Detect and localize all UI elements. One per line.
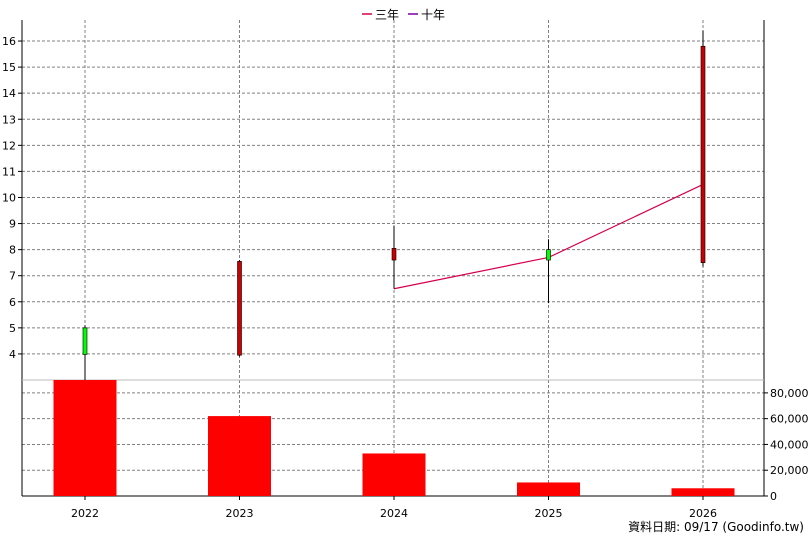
candle-body [391,248,397,261]
volume-panel [53,380,735,496]
grid [22,20,764,496]
x-tick-label: 2024 [380,507,408,520]
price-tick-label: 5 [9,322,16,335]
price-tick-label: 14 [2,87,16,100]
volume-tick-label: 60,000 [770,413,808,426]
price-tick-label: 13 [2,113,16,126]
volume-tick-label: 80,000 [770,387,808,400]
volume-tick-label: 0 [770,490,777,503]
candle-body [237,261,242,356]
x-tick-label: 2025 [535,507,563,520]
volume-bar [517,482,580,496]
candle-body [82,327,88,355]
legend: 三年 十年 [362,8,445,22]
volume-tick-label: 40,000 [770,438,808,451]
price-tick-label: 12 [2,139,16,152]
price-tick-label: 4 [9,348,16,361]
legend-label: 十年 [421,8,445,22]
candle-body [546,249,551,261]
volume-bar [208,416,271,496]
source-footer: 資料日期: 09/17 (Goodinfo.tw) [628,520,804,534]
x-tick-label: 2022 [71,507,99,520]
price-tick-label: 16 [2,35,16,48]
price-tick-label: 11 [2,165,16,178]
axes: 4 5 6 7 8 9 10 11 12 13 14 15 16 0 20,000 40,000 60,000 8… [2,20,808,520]
price-tick-label: 15 [2,61,16,74]
price-tick-label: 6 [9,296,16,309]
volume-bar [53,380,117,496]
price-tick-label: 7 [9,270,16,283]
volume-bar [671,488,735,496]
legend-label: 三年 [375,8,399,22]
price-tick-label: 9 [9,218,16,231]
candlestick-panel [82,30,706,380]
volume-tick-label: 20,000 [770,464,808,477]
price-tick-label: 8 [9,244,16,257]
price-tick-label: 10 [2,191,16,204]
x-tick-label: 2026 [689,507,717,520]
volume-bar [362,453,426,496]
candle-body [700,45,706,263]
x-tick-label: 2023 [226,507,254,520]
